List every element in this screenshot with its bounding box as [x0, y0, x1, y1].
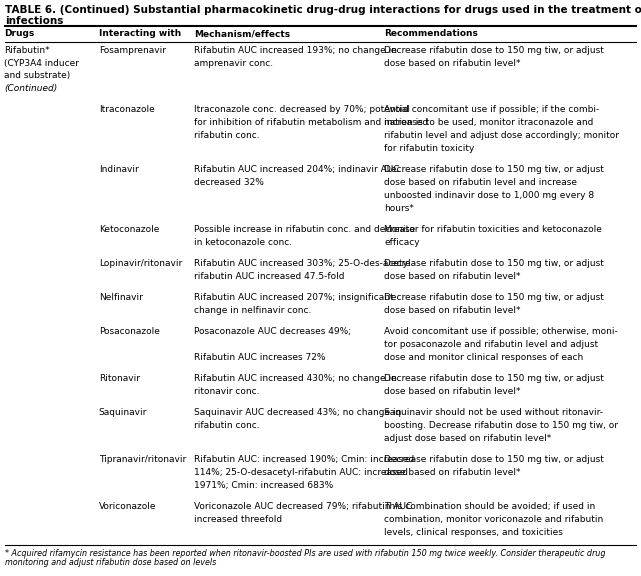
Text: Tipranavir/ritonavir: Tipranavir/ritonavir [99, 455, 186, 464]
Text: Decrease rifabutin dose to 150 mg tiw, or adjust: Decrease rifabutin dose to 150 mg tiw, o… [384, 165, 604, 175]
Text: TABLE 6. (Continued) Substantial pharmacokinetic drug-drug interactions for drug: TABLE 6. (Continued) Substantial pharmac… [5, 5, 641, 15]
Text: (CYP3A4 inducer: (CYP3A4 inducer [4, 59, 79, 67]
Text: adjust dose based on rifabutin level*: adjust dose based on rifabutin level* [384, 434, 551, 443]
Text: Monitor for rifabutin toxicities and ketoconazole: Monitor for rifabutin toxicities and ket… [384, 225, 602, 234]
Text: Saquinavir AUC decreased 43%; no change in: Saquinavir AUC decreased 43%; no change … [194, 408, 401, 418]
Text: Drugs: Drugs [4, 29, 34, 38]
Text: Interacting with: Interacting with [99, 29, 181, 38]
Text: nation is to be used, monitor itraconazole and: nation is to be used, monitor itraconazo… [384, 118, 594, 127]
Text: Rifabutin AUC increased 207%; insignificant: Rifabutin AUC increased 207%; insignific… [194, 293, 394, 302]
Text: Itraconazole conc. decreased by 70%; potential: Itraconazole conc. decreased by 70%; pot… [194, 105, 410, 115]
Text: Recommendations: Recommendations [384, 29, 478, 38]
Text: Rifabutin AUC increased 430%; no change in: Rifabutin AUC increased 430%; no change … [194, 374, 397, 383]
Text: Voriconazole: Voriconazole [99, 502, 156, 511]
Text: tor posaconazole and rifabutin level and adjust: tor posaconazole and rifabutin level and… [384, 340, 598, 349]
Text: Rifabutin*: Rifabutin* [4, 46, 49, 55]
Text: increased threefold: increased threefold [194, 515, 282, 524]
Text: rifabutin AUC increased 47.5-fold: rifabutin AUC increased 47.5-fold [194, 272, 344, 281]
Text: Avoid concomitant use if possible; otherwise, moni-: Avoid concomitant use if possible; other… [384, 327, 618, 336]
Text: rifabutin conc.: rifabutin conc. [194, 131, 260, 140]
Text: dose based on rifabutin level*: dose based on rifabutin level* [384, 272, 520, 281]
Text: (Continued): (Continued) [4, 84, 57, 93]
Text: 1971%; Cmin: increased 683%: 1971%; Cmin: increased 683% [194, 481, 333, 490]
Text: boosting. Decrease rifabutin dose to 150 mg tiw, or: boosting. Decrease rifabutin dose to 150… [384, 421, 618, 430]
Text: for rifabutin toxicity: for rifabutin toxicity [384, 144, 474, 153]
Text: Rifabutin AUC increased 303%; 25-O-des-acetyl: Rifabutin AUC increased 303%; 25-O-des-a… [194, 259, 410, 268]
Text: Ritonavir: Ritonavir [99, 374, 140, 383]
Text: for inhibition of rifabutin metabolism and increased: for inhibition of rifabutin metabolism a… [194, 118, 428, 127]
Text: Ketoconazole: Ketoconazole [99, 225, 159, 234]
Text: Nelfinavir: Nelfinavir [99, 293, 143, 302]
Text: ritonavir conc.: ritonavir conc. [194, 387, 259, 396]
Text: Mechanism/effects: Mechanism/effects [194, 29, 290, 38]
Text: Rifabutin AUC increases 72%: Rifabutin AUC increases 72% [194, 353, 325, 362]
Text: Possible increase in rifabutin conc. and decrease: Possible increase in rifabutin conc. and… [194, 225, 415, 234]
Text: Voriconazole AUC decreased 79%; rifabutin AUC: Voriconazole AUC decreased 79%; rifabuti… [194, 502, 412, 511]
Text: rifabutin level and adjust dose accordingly; monitor: rifabutin level and adjust dose accordin… [384, 131, 619, 140]
Text: dose based on rifabutin level*: dose based on rifabutin level* [384, 387, 520, 396]
Text: 114%; 25-O-desacetyl-rifabutin AUC: increased: 114%; 25-O-desacetyl-rifabutin AUC: incr… [194, 468, 408, 477]
Text: This combination should be avoided; if used in: This combination should be avoided; if u… [384, 502, 595, 511]
Text: * Acquired rifamycin resistance has been reported when ritonavir-boosted PIs are: * Acquired rifamycin resistance has been… [5, 549, 606, 558]
Text: unboosted indinavir dose to 1,000 mg every 8: unboosted indinavir dose to 1,000 mg eve… [384, 191, 594, 200]
Text: dose based on rifabutin level*: dose based on rifabutin level* [384, 306, 520, 315]
Text: monitoring and adjust rifabutin dose based on levels: monitoring and adjust rifabutin dose bas… [5, 558, 216, 567]
Text: Rifabutin AUC: increased 190%; Cmin: increased: Rifabutin AUC: increased 190%; Cmin: inc… [194, 455, 414, 464]
Text: change in nelfinavir conc.: change in nelfinavir conc. [194, 306, 311, 315]
Text: decreased 32%: decreased 32% [194, 178, 263, 187]
Text: Posaconazole: Posaconazole [99, 327, 160, 336]
Text: Saquinavir should not be used without ritonavir-: Saquinavir should not be used without ri… [384, 408, 603, 418]
Text: dose and monitor clinical responses of each: dose and monitor clinical responses of e… [384, 353, 583, 362]
Text: in ketoconazole conc.: in ketoconazole conc. [194, 238, 292, 247]
Text: dose based on rifabutin level*: dose based on rifabutin level* [384, 59, 520, 67]
Text: amprenavir conc.: amprenavir conc. [194, 59, 273, 67]
Text: Decrease rifabutin dose to 150 mg tiw, or adjust: Decrease rifabutin dose to 150 mg tiw, o… [384, 455, 604, 464]
Text: dose based on rifabutin level*: dose based on rifabutin level* [384, 468, 520, 477]
Text: Decrease rifabutin dose to 150 mg tiw, or adjust: Decrease rifabutin dose to 150 mg tiw, o… [384, 293, 604, 302]
Text: rifabutin conc.: rifabutin conc. [194, 421, 260, 430]
Text: hours*: hours* [384, 204, 414, 213]
Text: Decrease rifabutin dose to 150 mg tiw, or adjust: Decrease rifabutin dose to 150 mg tiw, o… [384, 259, 604, 268]
Text: Lopinavir/ritonavir: Lopinavir/ritonavir [99, 259, 182, 268]
Text: Avoid concomitant use if possible; if the combi-: Avoid concomitant use if possible; if th… [384, 105, 599, 115]
Text: and substrate): and substrate) [4, 71, 71, 81]
Text: Itraconazole: Itraconazole [99, 105, 154, 115]
Text: dose based on rifabutin level and increase: dose based on rifabutin level and increa… [384, 178, 577, 187]
Text: levels, clinical responses, and toxicities: levels, clinical responses, and toxiciti… [384, 528, 563, 537]
Text: Fosamprenavir: Fosamprenavir [99, 46, 166, 55]
Text: Indinavir: Indinavir [99, 165, 138, 175]
Text: Saquinavir: Saquinavir [99, 408, 147, 418]
Text: Decrease rifabutin dose to 150 mg tiw, or adjust: Decrease rifabutin dose to 150 mg tiw, o… [384, 46, 604, 55]
Text: Rifabutin AUC increased 193%; no change in: Rifabutin AUC increased 193%; no change … [194, 46, 397, 55]
Text: infections: infections [5, 17, 63, 26]
Text: Posaconazole AUC decreases 49%;: Posaconazole AUC decreases 49%; [194, 327, 351, 336]
Text: Rifabutin AUC increased 204%; indinavir AUC: Rifabutin AUC increased 204%; indinavir … [194, 165, 399, 175]
Text: Decrease rifabutin dose to 150 mg tiw, or adjust: Decrease rifabutin dose to 150 mg tiw, o… [384, 374, 604, 383]
Text: combination, monitor voriconazole and rifabutin: combination, monitor voriconazole and ri… [384, 515, 603, 524]
Text: efficacy: efficacy [384, 238, 420, 247]
